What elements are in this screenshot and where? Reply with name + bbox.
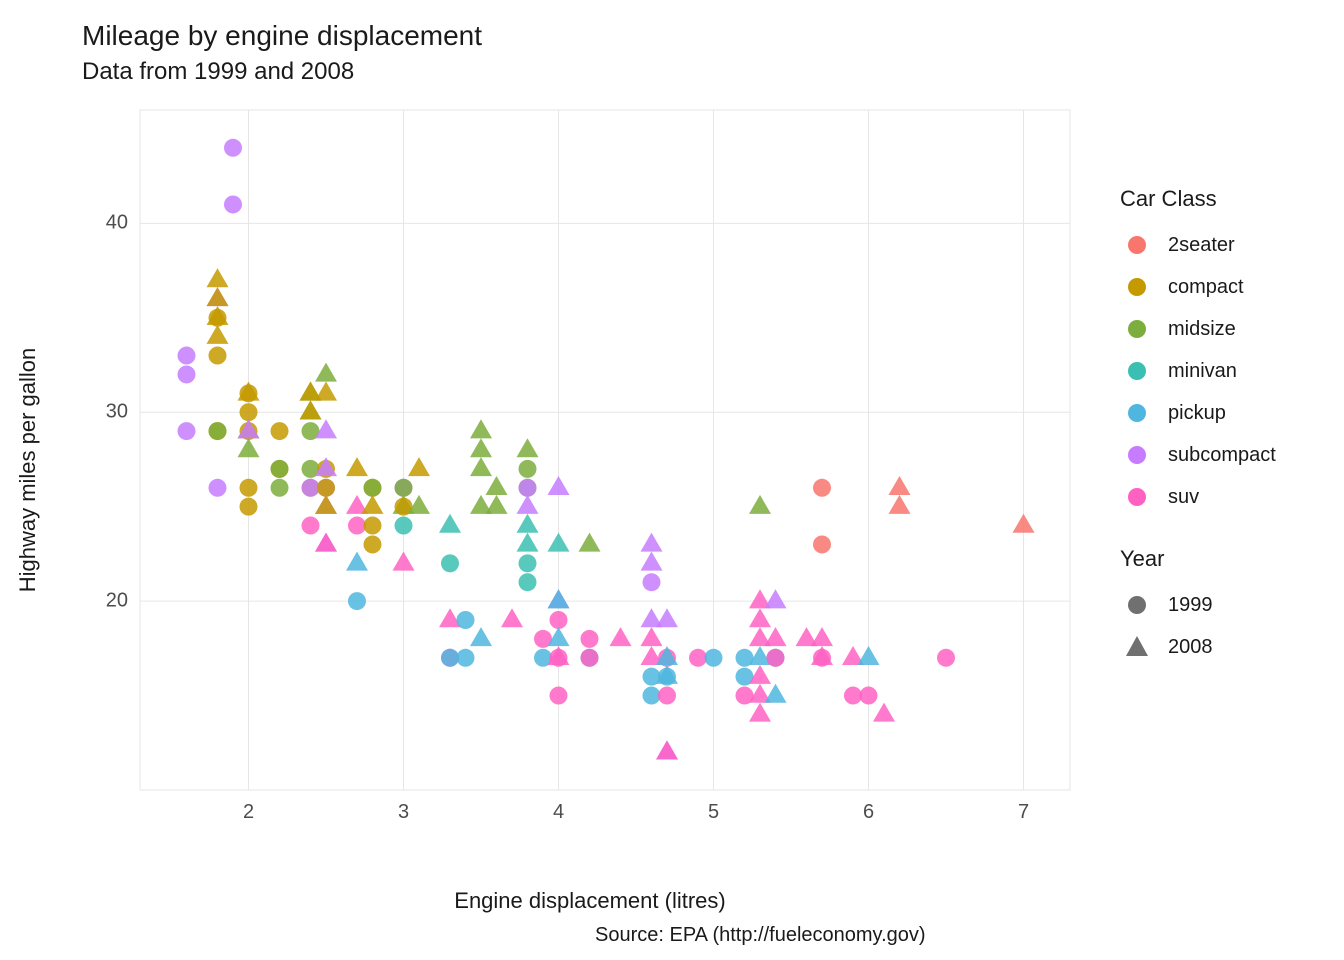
data-point bbox=[860, 687, 878, 705]
legend-label: 2seater bbox=[1168, 234, 1235, 257]
data-point bbox=[178, 365, 196, 383]
data-point bbox=[224, 139, 242, 157]
legend-swatch bbox=[1120, 354, 1154, 388]
data-point bbox=[209, 422, 227, 440]
data-point bbox=[302, 479, 320, 497]
svg-text:5: 5 bbox=[708, 801, 719, 823]
legend-swatch bbox=[1120, 228, 1154, 262]
data-point bbox=[178, 422, 196, 440]
legend-item-year-1999: 1999 bbox=[1120, 584, 1276, 626]
data-point bbox=[395, 517, 413, 535]
data-point bbox=[209, 479, 227, 497]
data-point bbox=[364, 535, 382, 553]
y-axis-label: Highway miles per gallon bbox=[15, 348, 41, 593]
legend-item-compact: compact bbox=[1120, 266, 1276, 308]
data-point bbox=[519, 573, 537, 591]
legend-item-pickup: pickup bbox=[1120, 392, 1276, 434]
data-point bbox=[705, 649, 723, 667]
legend-separator bbox=[1120, 518, 1276, 546]
data-point bbox=[658, 687, 676, 705]
legend-swatch bbox=[1120, 396, 1154, 430]
legend-item-subcompact: subcompact bbox=[1120, 434, 1276, 476]
data-point bbox=[348, 517, 366, 535]
chart-container: Mileage by engine displacement Data from… bbox=[0, 0, 1344, 960]
data-point bbox=[457, 611, 475, 629]
data-point bbox=[240, 479, 258, 497]
svg-text:7: 7 bbox=[1018, 801, 1029, 823]
data-point bbox=[364, 517, 382, 535]
legend-item-2seater: 2seater bbox=[1120, 224, 1276, 266]
data-point bbox=[550, 611, 568, 629]
legend-label: minivan bbox=[1168, 360, 1237, 383]
svg-text:3: 3 bbox=[398, 801, 409, 823]
data-point bbox=[813, 535, 831, 553]
data-point bbox=[643, 687, 661, 705]
svg-text:2: 2 bbox=[243, 801, 254, 823]
legend-label: 1999 bbox=[1168, 594, 1213, 617]
legend-class-title: Car Class bbox=[1120, 186, 1276, 212]
data-point bbox=[581, 630, 599, 648]
svg-text:40: 40 bbox=[106, 212, 128, 234]
data-point bbox=[178, 347, 196, 365]
data-point bbox=[457, 649, 475, 667]
data-point bbox=[519, 554, 537, 572]
legend-label: midsize bbox=[1168, 318, 1236, 341]
svg-text:4: 4 bbox=[553, 801, 564, 823]
svg-text:20: 20 bbox=[106, 589, 128, 611]
legend-label: compact bbox=[1168, 276, 1244, 299]
data-point bbox=[519, 479, 537, 497]
data-point bbox=[844, 687, 862, 705]
data-point bbox=[937, 649, 955, 667]
data-point bbox=[441, 649, 459, 667]
data-point bbox=[240, 498, 258, 516]
data-point bbox=[767, 649, 785, 667]
legend-label: suv bbox=[1168, 486, 1199, 509]
data-point bbox=[813, 479, 831, 497]
data-point bbox=[271, 422, 289, 440]
legend-swatch bbox=[1120, 480, 1154, 514]
chart-legend: Car Class 2seater compact midsize minivan pic… bbox=[1120, 186, 1276, 668]
data-point bbox=[224, 195, 242, 213]
legend-label: 2008 bbox=[1168, 636, 1213, 659]
legend-item-year-2008: 2008 bbox=[1120, 626, 1276, 668]
legend-swatch bbox=[1120, 312, 1154, 346]
legend-swatch bbox=[1120, 270, 1154, 304]
legend-item-suv: suv bbox=[1120, 476, 1276, 518]
chart-caption: Source: EPA (http://fueleconomy.gov) bbox=[595, 924, 926, 947]
chart-subtitle: Data from 1999 and 2008 bbox=[82, 58, 354, 86]
legend-item-minivan: minivan bbox=[1120, 350, 1276, 392]
data-point bbox=[209, 347, 227, 365]
data-point bbox=[364, 479, 382, 497]
svg-text:6: 6 bbox=[863, 801, 874, 823]
data-point bbox=[581, 649, 599, 667]
svg-text:30: 30 bbox=[106, 401, 128, 423]
data-point bbox=[271, 479, 289, 497]
data-point bbox=[519, 460, 537, 478]
legend-swatch bbox=[1120, 630, 1154, 664]
scatter-plot: 2 3 4 5 6 7 20 30 40 bbox=[90, 100, 1090, 840]
data-point bbox=[317, 479, 335, 497]
data-point bbox=[550, 687, 568, 705]
data-point bbox=[441, 554, 459, 572]
legend-label: subcompact bbox=[1168, 444, 1276, 467]
data-point bbox=[689, 649, 707, 667]
legend-swatch bbox=[1120, 588, 1154, 622]
data-point bbox=[240, 403, 258, 421]
legend-year-title: Year bbox=[1120, 546, 1276, 572]
data-point bbox=[348, 592, 366, 610]
legend-label: pickup bbox=[1168, 402, 1226, 425]
chart-title: Mileage by engine displacement bbox=[82, 20, 482, 52]
x-axis-label: Engine displacement (litres) bbox=[454, 888, 725, 914]
legend-item-midsize: midsize bbox=[1120, 308, 1276, 350]
data-point bbox=[271, 460, 289, 478]
data-point bbox=[395, 479, 413, 497]
data-point bbox=[643, 573, 661, 591]
data-point bbox=[302, 517, 320, 535]
legend-swatch bbox=[1120, 438, 1154, 472]
